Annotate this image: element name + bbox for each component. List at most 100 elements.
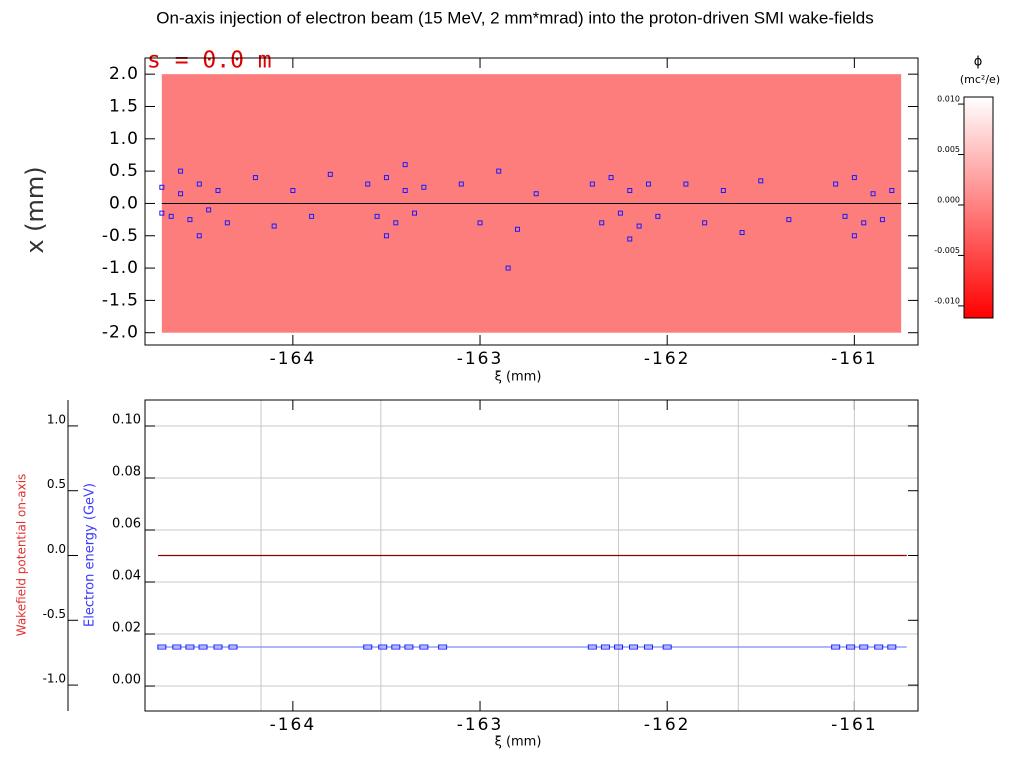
x-tick-label: -162 [644, 349, 691, 369]
x-axis-label: ξ (mm) [495, 735, 542, 750]
electron-energy [228, 644, 238, 650]
electron-energy [629, 644, 639, 650]
colorbar-tick-label: -0.010 [934, 296, 960, 305]
electron-energy [378, 644, 388, 650]
electron [458, 181, 464, 187]
plot-frame [144, 57, 919, 346]
electron-energy [438, 644, 448, 650]
electron-energy [643, 644, 653, 650]
electron [206, 207, 212, 213]
y-tick-label: -0.5 [102, 226, 139, 246]
electron [655, 213, 661, 219]
x-tick-label: -161 [831, 715, 878, 735]
electron-energy [419, 644, 429, 650]
electron [608, 175, 614, 181]
electron-energy [213, 644, 223, 650]
electron [533, 191, 539, 197]
electron [402, 188, 408, 194]
electron [224, 220, 230, 226]
x-axis-label: ξ (mm) [495, 370, 542, 385]
y-tick-label: -1.5 [102, 290, 139, 310]
y-tick-label: 0.0 [109, 193, 139, 213]
x-tick-label: -161 [831, 349, 878, 369]
colorbar-tick-label: 0.000 [937, 195, 960, 204]
electron [627, 236, 633, 242]
electron [309, 213, 315, 219]
y-tick-label: 0.5 [109, 161, 139, 181]
y-tick-label: 0.0 [47, 542, 66, 556]
y2-tick-label: 0.04 [112, 569, 141, 584]
electron [702, 220, 708, 226]
electron [627, 188, 633, 194]
electron-energy [404, 644, 414, 650]
y-axis-label: Wakefield potential on-axis [15, 474, 29, 637]
x-tick-label: -162 [644, 715, 691, 735]
electron-energy [859, 644, 869, 650]
y-tick-label: 2.0 [109, 64, 139, 84]
electron [879, 217, 885, 223]
electron [636, 223, 642, 229]
y-tick-label: -1.0 [43, 672, 66, 686]
electron [599, 220, 605, 226]
electron [589, 181, 595, 187]
electron-energy [846, 644, 856, 650]
electron [402, 162, 408, 168]
electron [758, 178, 764, 184]
electron [196, 181, 202, 187]
electron [786, 217, 792, 223]
electron [833, 181, 839, 187]
x-tick-label: -163 [457, 349, 504, 369]
electron [861, 220, 867, 226]
x-tick-label: -163 [457, 715, 504, 735]
electron-energy [172, 644, 182, 650]
time-annotation: s = 0.0 m [147, 48, 272, 74]
electron [412, 210, 418, 216]
electron [215, 188, 221, 194]
electron [374, 213, 380, 219]
y2-tick-label: 0.02 [112, 621, 141, 636]
electron [421, 184, 427, 190]
electron [271, 223, 277, 229]
electron [842, 213, 848, 219]
colorbar-title: ϕ [974, 55, 983, 70]
electron-energy [887, 644, 897, 650]
electron [889, 188, 895, 194]
electron [617, 210, 623, 216]
y2-tick-label: 0.00 [112, 673, 141, 688]
electron-energy [198, 644, 208, 650]
electron [720, 188, 726, 194]
electron-energy [874, 644, 884, 650]
electron [739, 230, 745, 236]
electron [514, 226, 520, 232]
y-tick-label: -0.5 [43, 607, 66, 621]
x-tick-label: -164 [270, 715, 317, 735]
electron [383, 233, 389, 239]
electron [477, 220, 483, 226]
colorbar-tick-label: 0.010 [937, 95, 960, 104]
y2-tick-label: 0.10 [112, 413, 141, 428]
y2-tick-label: 0.06 [112, 517, 141, 532]
electron [851, 175, 857, 181]
y2-tick-label: 0.08 [112, 465, 141, 480]
electron [683, 181, 689, 187]
y-tick-label: -2.0 [102, 323, 139, 343]
electron [393, 220, 399, 226]
electron [365, 181, 371, 187]
electron-energy [363, 644, 373, 650]
colorbar-tick-label: 0.005 [937, 145, 960, 154]
colorbar-tick-label: -0.005 [934, 246, 960, 255]
electron-energy [831, 644, 841, 650]
y2-axis-label: Electron energy (GeV) [83, 483, 98, 627]
x-tick-label: -164 [270, 349, 317, 369]
y-tick-label: 1.5 [109, 96, 139, 116]
electron-energy [391, 644, 401, 650]
electron [327, 171, 333, 177]
electron-energy [157, 644, 167, 650]
electron [159, 210, 165, 216]
electron [645, 181, 651, 187]
electron [851, 233, 857, 239]
electron [252, 175, 258, 181]
electron [168, 213, 174, 219]
